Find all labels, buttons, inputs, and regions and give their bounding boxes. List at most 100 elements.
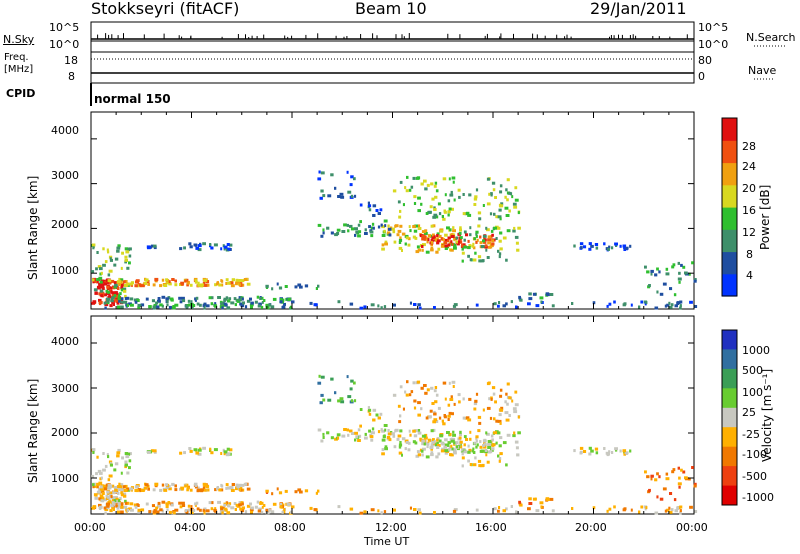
- velocity-cell: [368, 408, 372, 412]
- power-cell: [166, 299, 169, 303]
- power-cell: [384, 242, 388, 246]
- velocity-cell: [238, 483, 242, 487]
- power-cell: [491, 181, 496, 185]
- power-cell: [355, 230, 359, 234]
- power-cell: [679, 304, 682, 308]
- power-cell: [417, 209, 421, 213]
- velocity-cell: [355, 435, 359, 439]
- velocity-colorbar-segment: [722, 368, 737, 389]
- power-cell: [166, 303, 169, 307]
- power-cell: [234, 303, 237, 307]
- power-cell: [117, 297, 121, 301]
- velocity-cell: [461, 464, 464, 468]
- power-cell: [607, 247, 610, 251]
- velocity-cell: [180, 486, 185, 490]
- power-cell: [101, 291, 105, 295]
- power-cell: [508, 191, 512, 195]
- velocity-cell: [479, 445, 483, 449]
- velocity-cell: [433, 439, 436, 443]
- velocity-cell: [397, 434, 402, 438]
- power-cell: [120, 288, 124, 292]
- velocity-cell: [440, 441, 443, 445]
- power-cell: [107, 281, 111, 285]
- vel-cbar-tick-neg500: -500: [742, 470, 767, 483]
- power-cell: [638, 305, 641, 309]
- velocity-cell: [432, 428, 436, 432]
- velocity-cell: [227, 486, 231, 490]
- velocity-cell: [462, 448, 466, 451]
- power-cell: [357, 223, 361, 227]
- velocity-cell: [469, 430, 472, 434]
- power-cell: [435, 215, 439, 219]
- power-cell: [441, 215, 444, 218]
- power-cbar-tick-16: 16: [742, 204, 756, 217]
- power-cell: [377, 212, 381, 215]
- power-cell: [535, 304, 540, 308]
- power-cell: [182, 299, 186, 303]
- velocity-cell: [118, 504, 121, 508]
- velocity-cell: [441, 419, 444, 423]
- power-cell: [107, 279, 112, 283]
- velocity-cell: [144, 483, 149, 487]
- power-cell: [383, 219, 388, 223]
- velocity-cell: [227, 504, 231, 508]
- power-cell: [418, 306, 422, 310]
- power-cell: [259, 297, 262, 300]
- velocity-cell: [406, 380, 409, 384]
- power-cell: [140, 303, 145, 307]
- power-cell: [226, 243, 230, 246]
- velocity-cell: [668, 510, 673, 514]
- velocity-cell: [490, 397, 493, 401]
- power-cell: [368, 225, 371, 229]
- power-cell: [433, 206, 436, 210]
- power-cell: [613, 300, 616, 304]
- power-cell: [257, 304, 261, 308]
- power-cell: [197, 248, 202, 252]
- power-cbar-tick-4: 4: [746, 269, 753, 282]
- power-cell: [435, 189, 439, 193]
- power-cell: [463, 230, 467, 234]
- velocity-cell: [499, 421, 502, 425]
- power-cell: [290, 305, 293, 309]
- velocity-cell: [416, 380, 421, 384]
- power-cell: [650, 269, 654, 273]
- velocity-cell: [516, 453, 520, 457]
- velocity-cell: [147, 450, 151, 454]
- velocity-cell: [397, 404, 401, 408]
- beam-title: Beam 10: [355, 0, 427, 18]
- velocity-cell: [174, 488, 178, 492]
- power-cell: [427, 238, 430, 242]
- velocity-cell: [463, 435, 467, 439]
- power-cell: [394, 224, 399, 228]
- power-cell: [263, 299, 266, 302]
- velocity-cell: [654, 511, 659, 515]
- power-cell: [413, 202, 417, 205]
- velocity-cell: [124, 460, 128, 464]
- velocity-cell: [418, 511, 422, 515]
- velocity-cell: [117, 448, 121, 452]
- velocity-cell: [126, 509, 130, 512]
- power-cell: [480, 245, 485, 248]
- velocity-cell: [468, 448, 472, 452]
- velocity-cell: [512, 407, 517, 411]
- velocity-cell: [384, 428, 387, 432]
- velocity-cell: [480, 464, 484, 468]
- velocity-cell: [517, 431, 521, 435]
- power-cell: [322, 231, 325, 235]
- velocity-cell: [371, 427, 375, 431]
- power-cbar-tick-28: 28: [742, 140, 756, 153]
- power-cell: [227, 247, 231, 251]
- velocity-cell: [430, 443, 435, 447]
- power-cell: [458, 231, 462, 235]
- velocity-colorbar-segment: [722, 407, 737, 428]
- power-cell: [475, 230, 479, 234]
- power-cell: [416, 176, 421, 180]
- velocity-cell: [157, 504, 161, 508]
- velocity-cell: [484, 449, 488, 452]
- velocity-cell: [502, 441, 507, 445]
- velocity-cell: [135, 485, 139, 489]
- power-cell: [665, 267, 669, 271]
- power-cell: [433, 235, 436, 239]
- power-cell: [128, 261, 131, 265]
- power-cell: [489, 212, 493, 216]
